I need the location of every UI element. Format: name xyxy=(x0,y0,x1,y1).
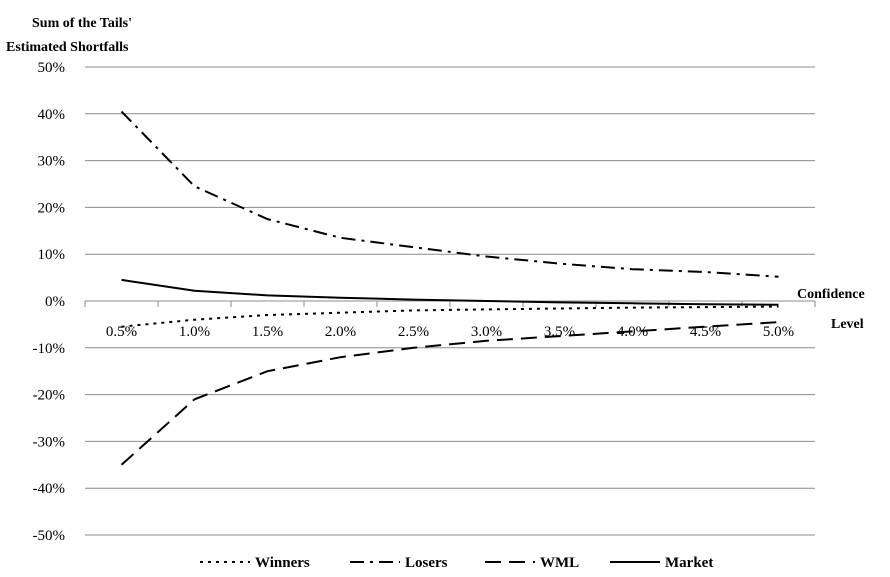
legend-label-losers: Losers xyxy=(405,555,448,571)
y-axis-title-line2: Estimated Shortfalls xyxy=(6,40,129,55)
y-tick-label: -50% xyxy=(33,528,66,544)
y-tick-label: -30% xyxy=(33,434,66,450)
x-tick-label: 2.5% xyxy=(398,324,429,340)
series-line-market xyxy=(121,278,779,306)
x-tick-label: 3.0% xyxy=(471,324,502,340)
x-tick-label: 1.0% xyxy=(179,324,210,340)
y-tick-label: -40% xyxy=(33,481,66,497)
y-tick-label: -10% xyxy=(33,341,66,357)
series-lines xyxy=(120,110,779,466)
y-tick-label: 30% xyxy=(38,154,66,170)
y-tick-label: 10% xyxy=(38,247,66,263)
x-tick-label: 2.0% xyxy=(325,324,356,340)
series-line-losers xyxy=(120,110,779,278)
legend-label-winners: Winners xyxy=(255,555,310,571)
y-tick-label: 50% xyxy=(38,60,66,76)
y-tick-label: 20% xyxy=(38,200,66,216)
legend: Winners Losers WML Market xyxy=(200,555,713,571)
x-tick-labels: 0.5% 1.0% 1.5% 2.0% 2.5% 3.0% 3.5% 4.0% 4.5% 5.0% xyxy=(106,324,794,340)
x-tick-label: 0.5% xyxy=(106,324,137,340)
y-tick-labels: 50% 40% 30% 20% 10% 0% -10% -20% -30% -40% -50% xyxy=(33,60,66,544)
y-tick-label: -20% xyxy=(33,388,66,404)
x-tick-label: 1.5% xyxy=(252,324,283,340)
y-tick-label: 40% xyxy=(38,107,66,123)
x-tick-label: 5.0% xyxy=(763,324,794,340)
y-tick-label: 0% xyxy=(45,294,65,310)
x-axis-title-line2: Level xyxy=(831,317,864,332)
legend-label-market: Market xyxy=(665,555,713,571)
legend-label-wml: WML xyxy=(540,555,579,571)
series-line-winners xyxy=(121,305,779,328)
series-line-wml xyxy=(120,321,779,466)
x-axis-title-line1: Confidence xyxy=(797,287,865,302)
y-axis-title-line1: Sum of the Tails' xyxy=(32,16,132,31)
